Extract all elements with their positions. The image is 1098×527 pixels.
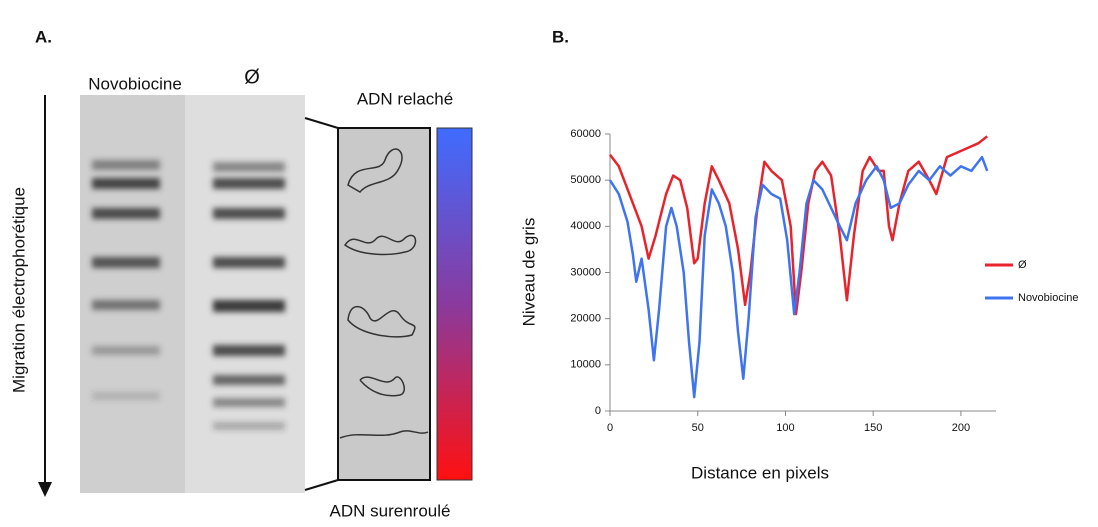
legend-label: Novobiocine	[1018, 292, 1079, 304]
y-tick-label: 30000	[570, 266, 601, 278]
x-tick-label: 0	[607, 422, 613, 434]
y-tick-label: 50000	[570, 174, 601, 186]
x-tick-label: 50	[692, 422, 704, 434]
bottom-label: ADN surenroulé	[330, 501, 451, 520]
series-line	[609, 135, 988, 316]
y-tick-label: 40000	[570, 220, 601, 232]
x-tick-label: 100	[776, 422, 794, 434]
migration-label: Migration électrophorétique	[9, 187, 28, 393]
y-tick-label: 20000	[570, 313, 601, 325]
top-label: ADN relaché	[357, 89, 453, 108]
panel-label: A.	[35, 27, 52, 46]
x-tick-label: 150	[864, 422, 882, 434]
x-tick-label: 200	[952, 422, 970, 434]
y-tick-label: 0	[595, 405, 601, 417]
x-axis-label: Distance en pixels	[691, 463, 829, 482]
gel	[80, 95, 339, 493]
y-tick-label: 10000	[570, 359, 601, 371]
panel-label: B.	[552, 27, 569, 46]
micrographs	[337, 127, 473, 481]
legend-label: Ø	[1018, 259, 1027, 271]
lane-label: Novobiocine	[88, 74, 182, 93]
y-tick-label: 60000	[570, 128, 601, 140]
migration-arrow	[38, 95, 52, 497]
y-axis-label: Niveau de gris	[519, 218, 538, 327]
lane-label: Ø	[244, 66, 260, 88]
series-line	[608, 155, 989, 399]
